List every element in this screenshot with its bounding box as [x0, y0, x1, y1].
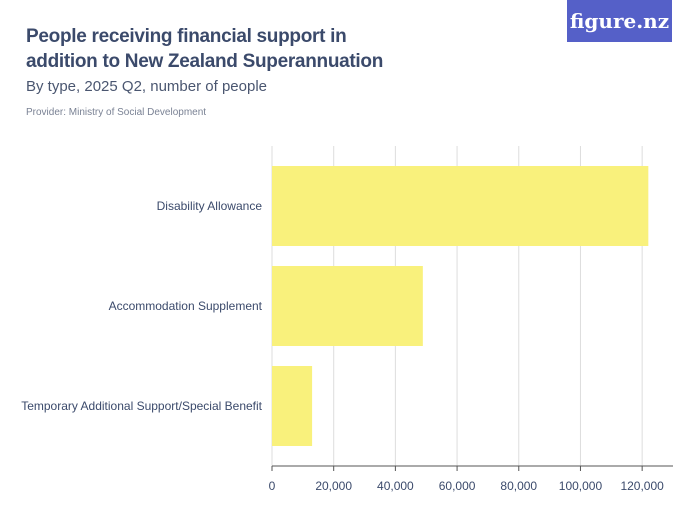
x-tick-label: 60,000: [439, 479, 476, 493]
category-label: Accommodation Supplement: [109, 299, 263, 313]
chart-title: People receiving financial support in ad…: [26, 26, 384, 72]
category-label: Disability Allowance: [157, 199, 263, 213]
x-tick-label: 20,000: [315, 479, 352, 493]
category-label: Temporary Additional Support/Special Ben…: [21, 399, 262, 413]
figure-nz-logo[interactable]: figure.nz: [567, 0, 672, 42]
x-tick-label: 80,000: [500, 479, 537, 493]
x-tick-label: 100,000: [559, 479, 603, 493]
x-tick-label: 120,000: [620, 479, 664, 493]
bar: [272, 166, 649, 246]
chart-subtitle: By type, 2025 Q2, number of people: [26, 78, 267, 95]
bar: [272, 266, 423, 346]
provider-text: Provider: Ministry of Social Development: [26, 107, 207, 118]
bar: [272, 366, 313, 446]
x-tick-label: 0: [269, 479, 276, 493]
x-tick-label: 40,000: [377, 479, 414, 493]
